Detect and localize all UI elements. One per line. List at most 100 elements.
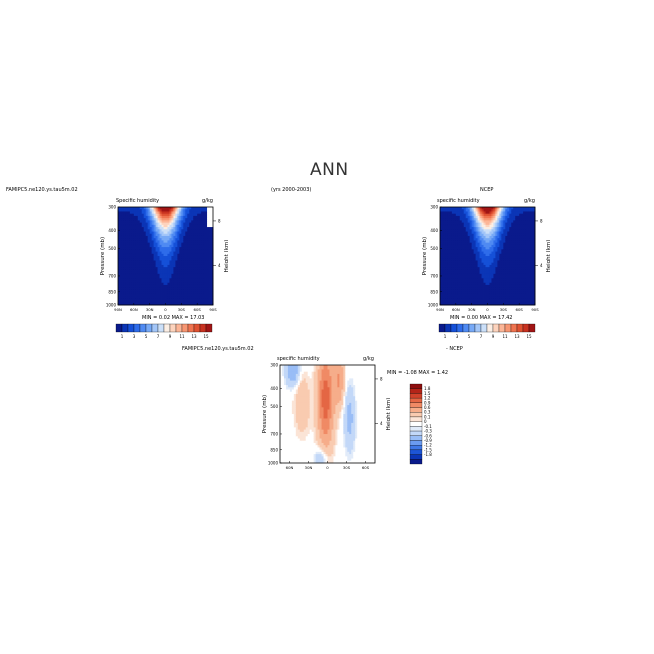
field-cell [295,442,299,446]
field-cell [307,400,311,404]
field-cell [517,209,520,212]
field-cell [189,276,192,279]
field-cell [497,262,500,266]
field-cell [165,289,168,293]
field-cell [440,278,443,281]
field-cell [187,276,190,279]
field-cell [455,291,459,295]
field-cell [453,242,457,246]
field-cell [171,260,174,264]
field-cell [531,222,534,226]
field-cell [289,409,293,413]
field-cell [299,436,303,439]
field-cell [471,276,475,279]
field-cell [307,396,311,399]
field-cell [449,271,453,275]
panel2-stats: MIN = 0.00 MAX = 17.42 [450,315,513,321]
field-cell [303,454,307,457]
field-cell [135,229,139,232]
field-cell [183,267,186,270]
field-cell [289,449,293,453]
colorbar-label: 5 [468,334,471,339]
field-cell [451,276,455,279]
field-cell [139,213,143,217]
field-cell [127,284,131,288]
field-cell [495,287,498,290]
field-cell [475,264,479,268]
field-cell [207,260,210,264]
y2-tick-label: 8 [540,218,543,223]
field-cell [197,207,200,210]
field-cell [493,224,496,228]
field-cell [511,258,514,261]
field-cell [165,276,168,279]
field-cell [491,215,494,219]
field-cell [197,249,200,252]
field-cell [493,260,496,264]
field-cell [177,271,180,275]
field-cell [125,235,129,239]
field-cell [159,242,162,246]
field-cell [139,242,143,246]
field-cell [459,227,463,230]
field-cell [491,247,494,250]
field-cell [291,456,295,459]
field-cell [441,260,445,264]
field-cell [139,247,143,250]
field-cell [293,451,297,455]
field-cell [529,211,532,215]
field-cell [289,454,293,457]
field-cell [203,222,206,226]
field-cell [461,280,465,284]
field-cell [465,269,469,272]
field-cell [127,267,131,270]
field-cell [463,218,467,221]
field-cell [133,273,137,277]
field-cell [449,260,453,264]
field-cell [525,284,528,288]
field-cell [173,280,176,284]
field-cell [455,233,459,237]
field-cell [193,249,196,252]
field-cell [527,235,530,239]
field-cell [145,298,149,301]
field-cell [523,267,526,270]
field-cell [211,242,214,246]
field-cell [163,262,166,266]
field-cell [505,213,508,217]
x-tick-label: 60S [516,307,524,312]
field-cell [511,264,514,268]
field-cell [281,427,285,430]
field-cell [453,220,457,223]
field-cell [521,227,524,230]
field-cell [173,300,176,304]
field-cell [165,211,168,215]
field-cell [283,445,287,448]
panel3-title: specific humidity [277,356,320,362]
field-cell [143,300,147,304]
field-cell [463,231,467,235]
field-cell [131,289,135,293]
field-cell [155,215,158,219]
field-cell [149,287,153,290]
field-cell [453,231,457,235]
field-cell [159,233,162,237]
field-cell [463,215,467,219]
field-cell [441,244,445,248]
field-cell [481,231,484,235]
field-cell [161,271,164,275]
field-cell [457,209,461,212]
field-cell [497,271,500,275]
field-cell [209,269,212,272]
field-cell [527,209,530,212]
field-cell [171,231,174,235]
field-cell [173,269,176,272]
field-cell [445,296,449,299]
field-cell [139,269,143,272]
field-cell [293,387,297,390]
field-cell [513,258,516,261]
field-cell [143,276,147,279]
field-cell [193,287,196,290]
field-cell [449,262,453,266]
field-cell [133,276,137,279]
